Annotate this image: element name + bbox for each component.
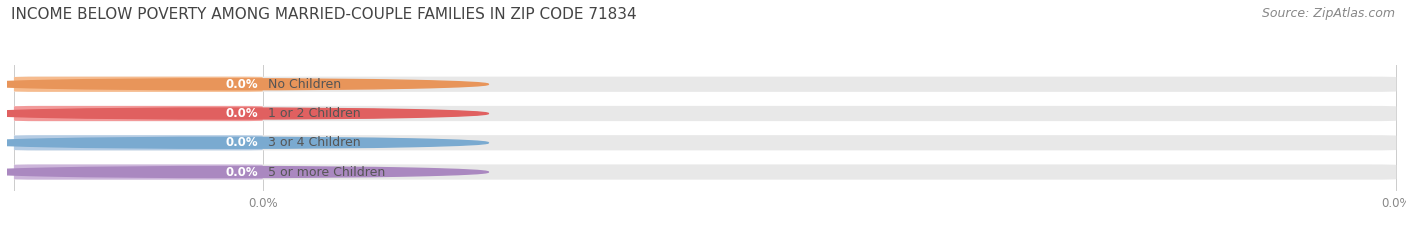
Text: 0.0%: 0.0%: [226, 107, 259, 120]
Text: 0.0%: 0.0%: [226, 165, 259, 178]
FancyBboxPatch shape: [14, 77, 263, 92]
FancyBboxPatch shape: [14, 106, 1396, 121]
FancyBboxPatch shape: [14, 135, 1396, 150]
FancyBboxPatch shape: [14, 77, 263, 92]
Text: INCOME BELOW POVERTY AMONG MARRIED-COUPLE FAMILIES IN ZIP CODE 71834: INCOME BELOW POVERTY AMONG MARRIED-COUPL…: [11, 7, 637, 22]
FancyBboxPatch shape: [14, 135, 263, 150]
Circle shape: [0, 79, 488, 90]
Text: 5 or more Children: 5 or more Children: [269, 165, 385, 178]
Text: Source: ZipAtlas.com: Source: ZipAtlas.com: [1261, 7, 1395, 20]
Text: No Children: No Children: [269, 78, 342, 91]
Text: 1 or 2 Children: 1 or 2 Children: [269, 107, 361, 120]
Text: 3 or 4 Children: 3 or 4 Children: [269, 136, 361, 149]
Circle shape: [0, 167, 488, 178]
Text: 0.0%: 0.0%: [226, 78, 259, 91]
Text: 0.0%: 0.0%: [226, 136, 259, 149]
FancyBboxPatch shape: [14, 164, 263, 180]
FancyBboxPatch shape: [14, 164, 263, 180]
FancyBboxPatch shape: [14, 135, 263, 150]
FancyBboxPatch shape: [14, 77, 1396, 92]
FancyBboxPatch shape: [14, 106, 263, 121]
FancyBboxPatch shape: [14, 106, 263, 121]
FancyBboxPatch shape: [14, 164, 1396, 180]
Circle shape: [0, 108, 488, 119]
Circle shape: [0, 137, 488, 148]
